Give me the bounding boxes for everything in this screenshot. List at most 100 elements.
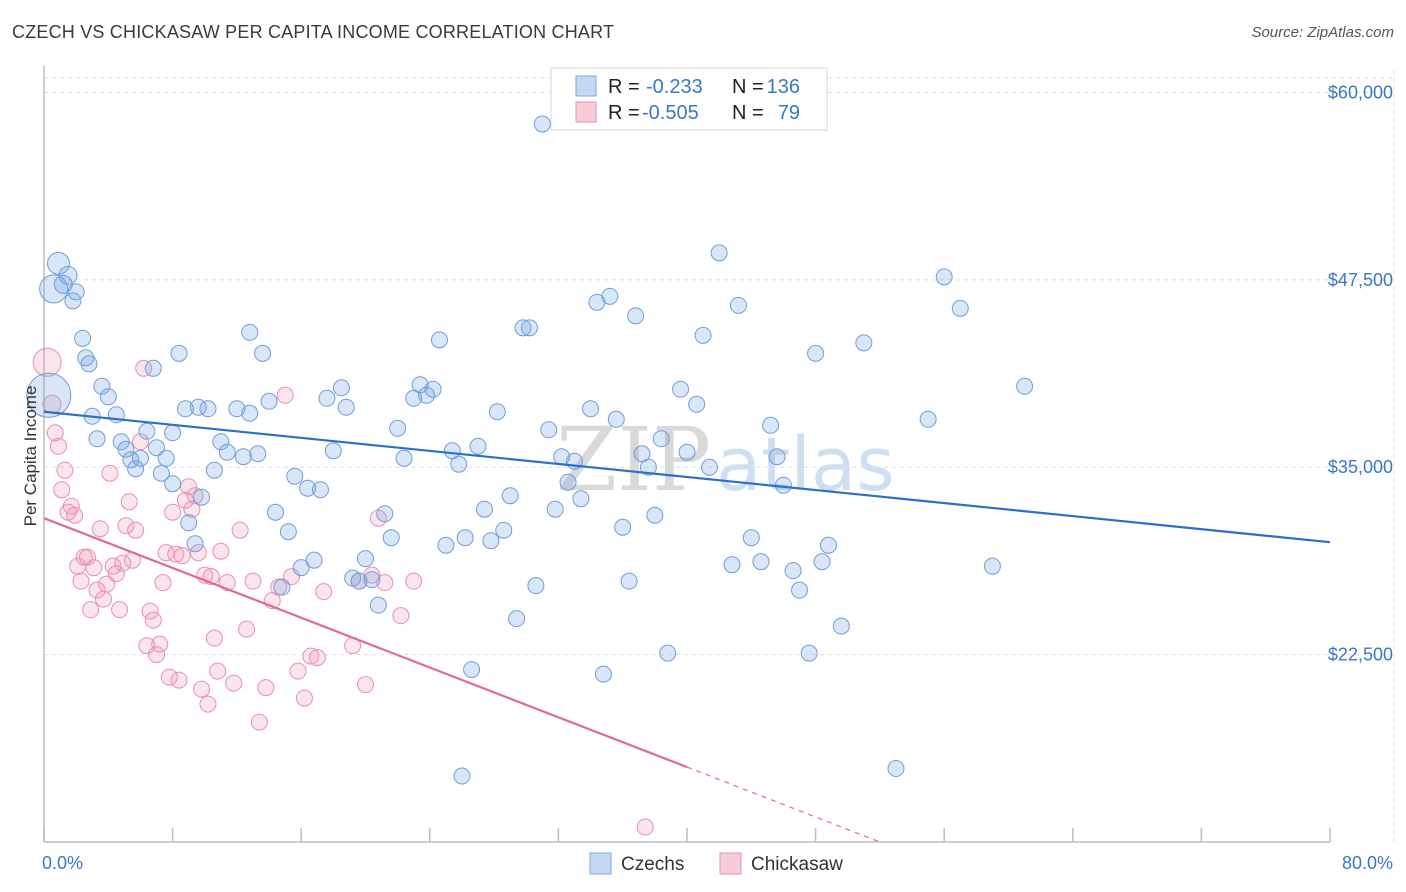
czech-point [582, 400, 600, 418]
czech-point [318, 389, 336, 407]
czech-point [488, 403, 506, 421]
czech-point [832, 617, 850, 635]
legend-n-label-czechs: N = [732, 76, 764, 98]
chickasaw-point [302, 647, 320, 665]
czech-point [469, 437, 487, 455]
czech-point [273, 578, 291, 596]
chickasaw-point [164, 503, 182, 521]
czech-point [138, 422, 156, 440]
czech-point [266, 503, 284, 521]
czech-point [88, 430, 106, 448]
chickasaw-point [183, 500, 201, 518]
chickasaw-point [250, 713, 268, 731]
czech-point [450, 455, 468, 473]
chickasaw-point [78, 548, 96, 566]
czech-point [205, 461, 223, 479]
czech-point [193, 488, 211, 506]
czech-point [501, 487, 519, 505]
czech-point [64, 292, 82, 310]
legend-r-value-czechs: -0.233 [646, 76, 703, 98]
bottom-legend-swatch-chickasaw [719, 852, 742, 875]
legend-n-label-chickasaw: N = [732, 102, 764, 124]
czech-point [546, 500, 564, 518]
chickasaw-point [49, 437, 67, 455]
czech-point [678, 443, 696, 461]
czech-point [376, 505, 394, 523]
chickasaw-point [205, 629, 223, 647]
czech-point [594, 665, 612, 683]
czech-point [819, 536, 837, 554]
chickasaw-point [114, 554, 132, 572]
chickasaw-point [357, 676, 374, 694]
czech-point [688, 395, 706, 413]
chickasaw-point [53, 481, 71, 499]
watermark: ZIP atlas [556, 408, 895, 511]
czech-point [99, 388, 117, 406]
czech-point [292, 559, 310, 577]
czech-point [180, 514, 198, 532]
czech-point [752, 553, 770, 571]
czech-point [411, 376, 429, 394]
czech-point [350, 572, 368, 590]
chickasaw-point [193, 680, 211, 698]
chickasaw-point [127, 521, 145, 539]
czech-point [148, 439, 166, 457]
legend-box [550, 67, 828, 131]
czech-point [540, 421, 558, 439]
czech-point [627, 307, 645, 325]
legend: R = -0.233 N = 136 R = -0.505 N = 79 [550, 67, 828, 131]
chickasaw-point [144, 611, 162, 629]
chickasaw-point [82, 601, 100, 619]
legend-swatch-czechs [575, 75, 597, 97]
chickasaw-point [244, 572, 262, 590]
czech-point [620, 572, 638, 590]
czech-point [189, 398, 207, 416]
chickasaw-point [141, 602, 159, 620]
czech-point [58, 265, 78, 285]
czech-point [260, 392, 278, 410]
czech-point [144, 359, 162, 377]
czech-point [694, 326, 712, 344]
chickasaw-point [151, 635, 169, 653]
czech-point [80, 355, 98, 373]
czech-point [424, 380, 442, 398]
watermark-atlas: atlas [716, 422, 895, 508]
czech-point [324, 442, 342, 460]
czech-point [887, 760, 905, 778]
axes [43, 66, 1331, 843]
czech-point [241, 323, 259, 341]
chickasaw-point [315, 583, 333, 601]
czech-point [249, 445, 267, 463]
czech-point [418, 386, 436, 404]
y-tick-label: $35,000 [1328, 457, 1393, 477]
chickasaw-point [62, 497, 80, 515]
chart-title: CZECH VS CHICKASAW PER CAPITA INCOME COR… [12, 22, 615, 42]
chickasaw-point [212, 542, 230, 560]
legend-r-value-chickasaw: -0.505 [642, 102, 699, 124]
czech-point [791, 581, 809, 599]
czech-point [762, 416, 780, 434]
czech-point [659, 644, 677, 662]
chickasaw-point [91, 520, 109, 538]
czech-point [729, 296, 747, 314]
czech-point [601, 287, 619, 305]
x-tick-label-max: 80.0% [1342, 853, 1393, 873]
chickasaw-point [117, 517, 135, 535]
czech-point [527, 577, 545, 595]
czech-point [710, 244, 728, 262]
chickasaw-point [392, 607, 410, 625]
chickasaw-point [85, 559, 103, 577]
chickasaw-point [289, 662, 307, 680]
czech-point [170, 344, 188, 362]
czech-point [389, 419, 407, 437]
czech-point [157, 449, 175, 467]
czech-point [164, 475, 182, 493]
chickasaw-point [295, 689, 313, 707]
czech-point [807, 344, 825, 362]
czech-point [131, 449, 149, 467]
chickasaw-point [88, 581, 106, 599]
czech-point [646, 506, 664, 524]
czech-point [951, 299, 969, 317]
czech-point [701, 458, 719, 476]
bottom-legend: Czechs Chickasaw [589, 852, 843, 875]
